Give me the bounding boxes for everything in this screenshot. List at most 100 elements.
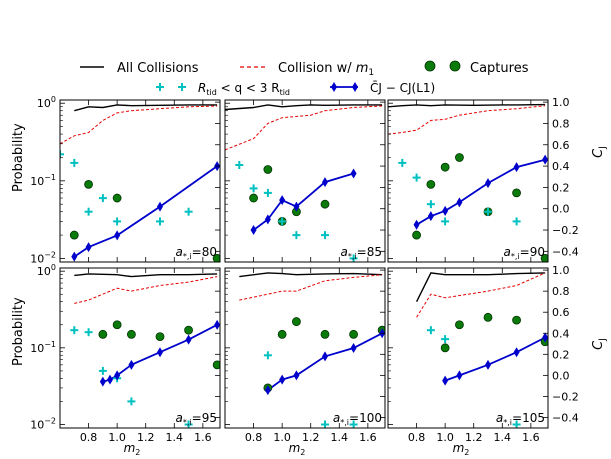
tidal-point: [98, 366, 107, 375]
capture-point: [540, 254, 548, 262]
x-tick-label: 1.2: [137, 431, 155, 444]
cj-point: [350, 168, 357, 179]
capture-point: [84, 179, 93, 189]
y-right-tick-label: 0.2: [552, 181, 570, 194]
y-left-tick-label: 10−2: [30, 416, 56, 431]
cj-point: [513, 162, 520, 173]
panel-label: a*,i=85: [341, 245, 382, 261]
cj-point: [322, 351, 328, 362]
tidal-point: [84, 328, 93, 337]
cj-point: [185, 334, 192, 345]
y-left-tick-label: 10−2: [30, 250, 56, 265]
y-right-tick-label: −0.4: [552, 245, 579, 258]
all-collisions-line: [239, 272, 383, 278]
tidal-point: [127, 397, 136, 406]
panel-label: a*,i=90: [504, 245, 545, 261]
tidal-point: [484, 207, 492, 216]
legend: All Collisions Collision w/ m1 Captures …: [80, 60, 529, 97]
collision-m1-line: [225, 105, 383, 151]
cj-point: [442, 205, 449, 216]
plot-area-6: [415, 272, 548, 428]
panels: 10−2 10−1 100 a*,i=80 a*,i=85 1.0 0.8 0.6 0.4 0.2…: [30, 95, 579, 444]
cj-line: [253, 172, 354, 231]
capture-point: [184, 325, 193, 335]
cj-point: [264, 214, 271, 225]
tidal-point: [84, 207, 93, 216]
y-right-tick-label: 1.0: [552, 264, 570, 277]
cj-point: [542, 332, 548, 343]
capture-point: [455, 153, 464, 162]
collision-m1-line: [239, 274, 383, 301]
x-tick-label: 1.6: [194, 431, 212, 444]
legend-all-collisions-label: All Collisions: [117, 61, 199, 76]
plot-area-3: [388, 103, 548, 262]
capture-point: [320, 199, 330, 209]
cj-point: [157, 201, 163, 212]
tidal-point: [426, 326, 435, 335]
x-tick-label: 1.2: [302, 431, 320, 444]
tidal-point: [184, 420, 193, 428]
cj-point: [157, 347, 163, 358]
cj-point: [71, 251, 78, 262]
cj-point: [542, 154, 548, 165]
legend-captures-marker-1: [424, 60, 436, 72]
y-right-label-bottom: CJ: [591, 338, 608, 350]
capture-point: [112, 193, 122, 203]
x-tick-label: 1.6: [359, 431, 377, 444]
y-right-tick-label: 0.2: [552, 348, 570, 361]
cj-point: [279, 195, 286, 206]
tidal-point: [263, 351, 272, 360]
legend-cj-marker-1: [331, 82, 337, 92]
y-right-tick-label: −0.4: [552, 411, 579, 424]
cj-point: [293, 201, 300, 212]
x-tick-label: 0.8: [80, 431, 98, 444]
y-right-tick-label: −0.2: [552, 390, 579, 403]
cj-point: [485, 359, 491, 370]
y-right-tick-label: 0.8: [552, 117, 570, 130]
capture-point: [320, 329, 330, 339]
panel-label: a*,i=105: [496, 411, 545, 427]
capture-point: [249, 193, 258, 203]
x-tick-label: 1.0: [436, 431, 454, 444]
collision-m1-line: [416, 272, 546, 318]
y-left-tick-label: 10−1: [30, 173, 56, 188]
y-left-tick-label: 100: [37, 95, 56, 110]
tidal-point: [156, 217, 164, 226]
capture-point: [455, 320, 464, 330]
capture-point: [212, 360, 220, 370]
cj-point: [114, 230, 121, 241]
plot-area-2: [225, 104, 383, 262]
tidal-point: [512, 217, 521, 226]
capture-point: [98, 329, 108, 339]
y-left-tick-label: 10−1: [30, 340, 56, 355]
capture-point: [440, 162, 450, 172]
y-left-label-bottom: Probability: [11, 297, 26, 366]
y-right-tick-label: 0.8: [552, 285, 570, 298]
tidal-point: [70, 158, 79, 167]
cj-point: [413, 219, 420, 230]
cj-point: [442, 375, 449, 386]
panel-label: a*,i=100: [333, 411, 382, 427]
cj-point: [293, 370, 300, 381]
tidal-point: [321, 420, 329, 428]
plot-area-5: [239, 272, 385, 428]
cj-point: [107, 374, 113, 385]
tidal-point: [235, 161, 244, 169]
panel-label: a*,i=80: [176, 245, 217, 261]
y-right-tick-label: 0.0: [552, 203, 570, 216]
all-collisions-line: [74, 273, 218, 278]
tidal-point: [426, 200, 435, 209]
panel-frame: [224, 99, 386, 263]
y-left-label-top: Probability: [11, 123, 26, 192]
capture-point: [69, 230, 79, 240]
tidal-point: [349, 420, 358, 428]
y-right-tick-label: 0.0: [552, 369, 570, 382]
cj-line: [267, 332, 383, 391]
tidal-point: [292, 231, 301, 240]
all-collisions-line: [74, 104, 218, 112]
cj-point: [279, 374, 286, 385]
capture-point: [426, 179, 436, 189]
plot-area-1: [60, 104, 220, 262]
collision-m1-line: [60, 105, 218, 145]
